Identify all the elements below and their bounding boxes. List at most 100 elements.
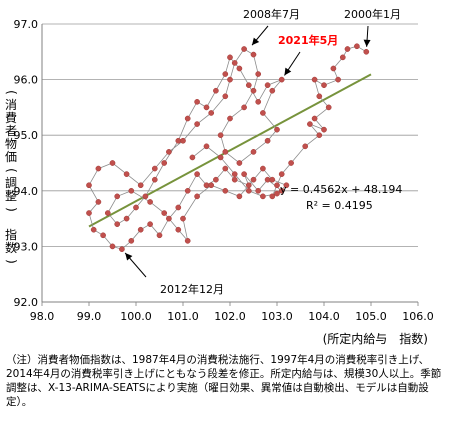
annotation-label: 2021年5月 bbox=[278, 33, 338, 47]
y-label-char: 価 bbox=[4, 150, 17, 164]
data-point bbox=[227, 76, 233, 83]
data-point bbox=[245, 82, 252, 89]
data-point bbox=[325, 104, 332, 111]
data-point bbox=[274, 190, 280, 197]
data-point bbox=[330, 65, 337, 72]
data-point bbox=[95, 165, 102, 172]
data-point bbox=[166, 149, 172, 155]
data-point bbox=[250, 176, 257, 183]
y-tick-label: 97.0 bbox=[14, 18, 39, 31]
annotation-arrowhead bbox=[363, 39, 371, 47]
data-point bbox=[236, 193, 243, 200]
x-axis-label: (所定内給与 指数) bbox=[322, 332, 428, 346]
data-point bbox=[142, 193, 149, 200]
series-line bbox=[88, 45, 367, 250]
x-tick-label: 101.0 bbox=[167, 310, 199, 323]
data-point bbox=[274, 126, 280, 133]
footnote: （注）消費者物価指数は、1987年4月の消費税法施行、1997年4月の消費税率引… bbox=[6, 354, 442, 408]
data-point bbox=[311, 115, 318, 122]
data-point bbox=[208, 110, 215, 116]
y-label-char: 消 bbox=[4, 98, 17, 112]
data-point bbox=[189, 154, 196, 161]
annotation-label: 2008年7月 bbox=[243, 7, 300, 21]
data-point bbox=[236, 160, 243, 166]
annotation-label: 2012年12月 bbox=[160, 282, 224, 296]
data-point bbox=[203, 104, 210, 111]
data-point bbox=[222, 187, 229, 194]
data-point bbox=[278, 76, 285, 83]
data-point bbox=[180, 137, 186, 144]
data-point bbox=[175, 226, 182, 233]
data-point bbox=[250, 51, 257, 58]
data-point bbox=[86, 210, 92, 216]
data-point bbox=[321, 126, 327, 133]
data-point bbox=[100, 232, 106, 239]
data-point bbox=[137, 226, 144, 233]
y-label-char: 整 bbox=[4, 189, 17, 203]
data-point bbox=[222, 165, 229, 172]
data-point bbox=[241, 46, 247, 52]
data-point bbox=[354, 43, 360, 50]
x-tick-label: 106.0 bbox=[402, 310, 434, 323]
data-point bbox=[104, 210, 111, 216]
data-point bbox=[316, 93, 323, 100]
data-point bbox=[128, 187, 135, 194]
data-point bbox=[194, 171, 200, 177]
data-point bbox=[363, 48, 370, 55]
data-point bbox=[255, 187, 262, 194]
y-tick-label: 95.0 bbox=[14, 129, 39, 142]
y-tick-label: 92.0 bbox=[14, 296, 39, 309]
y-label-char: 物 bbox=[4, 137, 17, 151]
y-tick-label: 93.0 bbox=[14, 240, 39, 253]
data-point bbox=[109, 160, 116, 166]
x-tick-label: 98.0 bbox=[30, 310, 55, 323]
data-point bbox=[245, 187, 252, 194]
data-point bbox=[302, 143, 309, 150]
data-point bbox=[264, 176, 271, 183]
y-tick-label: 94.0 bbox=[14, 185, 39, 198]
data-point bbox=[222, 71, 229, 77]
data-point bbox=[245, 182, 252, 189]
data-point bbox=[283, 182, 290, 189]
data-point bbox=[321, 82, 327, 89]
data-point bbox=[90, 226, 97, 233]
data-point bbox=[86, 182, 92, 189]
trend-line bbox=[88, 73, 372, 228]
data-point bbox=[222, 93, 229, 100]
data-point bbox=[335, 76, 341, 83]
data-point bbox=[250, 87, 257, 94]
y-label-char: 指 bbox=[4, 228, 17, 242]
y-label-char: 調 bbox=[4, 176, 17, 190]
data-point bbox=[288, 160, 294, 166]
annotation-label: 2000年1月 bbox=[344, 7, 401, 21]
data-point bbox=[269, 193, 276, 200]
data-point bbox=[222, 149, 229, 155]
data-point bbox=[213, 176, 219, 183]
data-point bbox=[217, 154, 224, 161]
y-label-char: ) bbox=[4, 207, 19, 212]
y-label-char: ) bbox=[4, 259, 19, 264]
data-point bbox=[114, 193, 121, 200]
data-point bbox=[208, 182, 215, 189]
data-point bbox=[344, 46, 351, 52]
data-point bbox=[203, 143, 210, 150]
data-point bbox=[316, 132, 323, 139]
x-tick-label: 99.0 bbox=[77, 310, 102, 323]
data-point bbox=[255, 98, 262, 105]
data-point bbox=[217, 132, 224, 139]
data-point bbox=[339, 54, 346, 61]
data-point bbox=[161, 210, 168, 216]
annotations: 2008年7月 2000年1月 2021年5月 2012年12月 bbox=[124, 7, 401, 296]
y-axis-label: (消費者物価 (調整) 指数) bbox=[4, 86, 19, 268]
annotation-arrowhead bbox=[252, 37, 260, 46]
y-label-char: 者 bbox=[4, 124, 17, 138]
data-point bbox=[194, 98, 200, 105]
data-point bbox=[147, 199, 153, 205]
data-point bbox=[278, 171, 285, 177]
data-point bbox=[269, 176, 276, 183]
data-point bbox=[307, 121, 313, 127]
data-point bbox=[269, 87, 276, 94]
x-tick-label: 105.0 bbox=[355, 310, 387, 323]
data-point bbox=[231, 60, 238, 66]
